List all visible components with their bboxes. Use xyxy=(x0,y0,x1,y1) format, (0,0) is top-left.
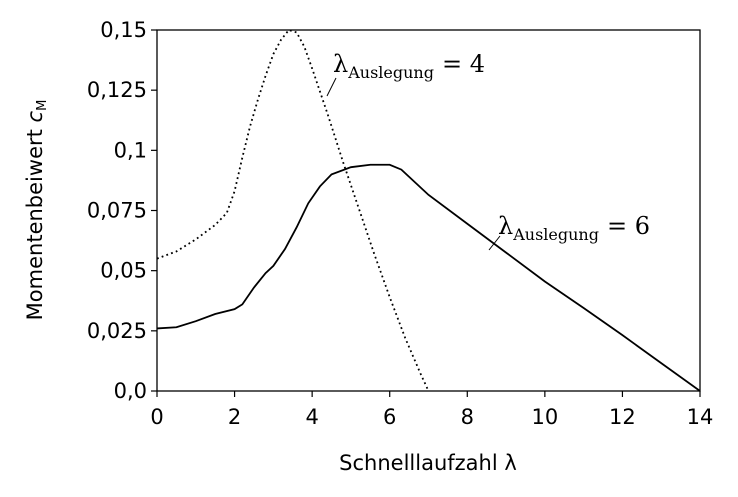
plot-frame xyxy=(156,29,701,392)
annotation-leader xyxy=(326,77,337,97)
x-axis-label: Schnelllaufzahl λ xyxy=(339,451,517,475)
annotation-text: = 6 xyxy=(607,212,650,240)
y-label-symbol: c xyxy=(23,110,47,122)
y-axis-label: Momentenbeiwert cM xyxy=(23,100,50,321)
annotation-symbol: λ xyxy=(333,50,348,78)
annotation-subscript: Auslegung xyxy=(512,225,599,244)
annotation: λAuslegung = 6 xyxy=(498,212,650,244)
x-tick-label: 12 xyxy=(609,405,636,429)
x-tick-label: 10 xyxy=(531,405,558,429)
series-line xyxy=(156,28,430,392)
y-label-text: Momentenbeiwert xyxy=(23,129,47,320)
y-tick-label: 0,05 xyxy=(100,259,147,283)
x-tick-label: 6 xyxy=(383,405,396,429)
annotation: λAuslegung = 4 xyxy=(333,50,485,82)
y-tick-label: 0,075 xyxy=(87,199,147,223)
x-tick-label: 2 xyxy=(228,405,241,429)
y-tick-label: 0,15 xyxy=(100,18,147,42)
y-tick-label: 0,025 xyxy=(87,319,147,343)
y-tick-label: 0,125 xyxy=(87,78,147,102)
x-tick-label: 4 xyxy=(305,405,318,429)
x-tick-label: 14 xyxy=(687,405,714,429)
y-tick-label: 0,0 xyxy=(114,379,147,403)
annotation-text: = 4 xyxy=(442,50,485,78)
annotation-symbol: λ xyxy=(498,212,513,240)
y-label-subscript: M xyxy=(35,100,50,111)
y-tick-label: 0,1 xyxy=(114,138,147,162)
annotation-subscript: Auslegung xyxy=(347,63,434,82)
x-tick-label: 8 xyxy=(461,405,474,429)
x-tick-label: 0 xyxy=(150,405,163,429)
series-line xyxy=(156,163,701,392)
